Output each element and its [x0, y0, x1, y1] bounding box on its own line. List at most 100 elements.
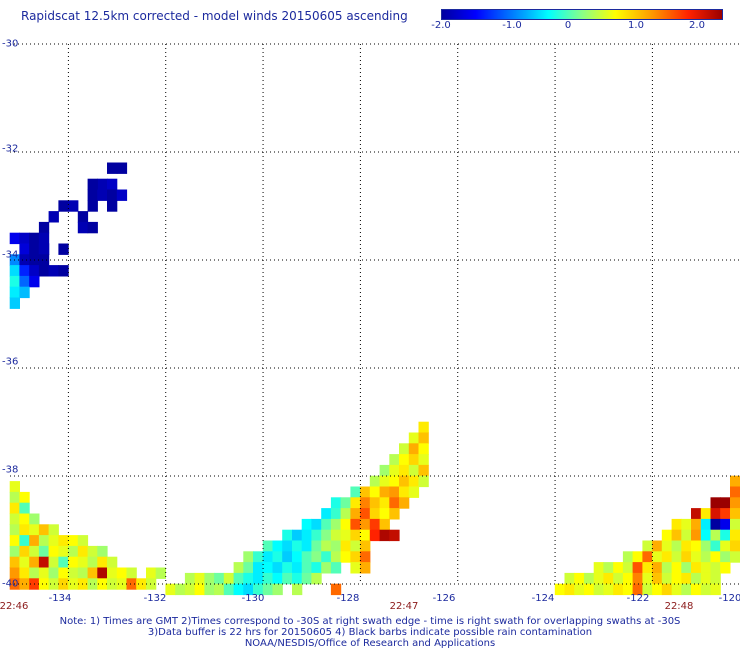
wind-cell — [418, 421, 429, 434]
lat-label: -32 — [2, 143, 19, 155]
wind-cell — [48, 524, 59, 536]
wind-cell — [9, 524, 20, 536]
wind-cell — [330, 551, 342, 563]
wind-cell — [282, 562, 293, 574]
wind-cell — [19, 545, 30, 558]
wind-cell — [613, 572, 624, 585]
wind-cell — [340, 518, 351, 531]
wind-cell — [691, 529, 702, 542]
wind-cell — [19, 524, 30, 536]
wind-cell — [350, 508, 361, 520]
wind-cell — [87, 178, 98, 191]
wind-cell — [97, 189, 108, 201]
wind-cell — [146, 578, 157, 590]
wind-cell — [330, 583, 342, 596]
wind-cell — [661, 572, 673, 585]
wind-cell — [399, 443, 410, 455]
wind-cell — [136, 578, 147, 590]
wind-cell — [301, 540, 312, 552]
wind-cell — [584, 583, 595, 596]
wind-cell — [194, 583, 205, 596]
wind-cell — [19, 243, 30, 255]
wind-cell — [321, 518, 332, 531]
wind-cell — [311, 572, 322, 585]
wind-cell — [58, 545, 69, 558]
wind-cell — [642, 572, 653, 585]
wind-cell — [107, 178, 118, 191]
wind-cell — [116, 189, 128, 201]
wind-cell — [107, 189, 118, 201]
wind-cell — [155, 567, 166, 579]
wind-cell — [389, 497, 400, 509]
wind-cell — [613, 583, 624, 596]
wind-cell — [671, 540, 682, 552]
wind-cell — [642, 562, 653, 574]
wind-cell — [691, 518, 702, 531]
wind-cell — [652, 562, 663, 574]
wind-cell — [184, 583, 196, 596]
wind-cell — [584, 572, 595, 585]
wind-cell — [730, 529, 740, 542]
wind-cell — [68, 578, 79, 590]
wind-cell — [418, 454, 429, 466]
wind-cell — [632, 562, 643, 574]
lon-label: -122 — [626, 593, 650, 604]
wind-cell — [97, 545, 108, 558]
wind-cell — [652, 540, 663, 552]
lat-label: -34 — [2, 249, 19, 261]
wind-cell — [223, 572, 235, 585]
wind-cell — [9, 502, 20, 515]
wind-cell — [408, 464, 420, 477]
wind-cell — [38, 567, 50, 579]
wind-cell — [730, 540, 740, 552]
wind-cell — [379, 475, 390, 488]
wind-cell — [19, 275, 30, 288]
wind-cell — [418, 432, 429, 444]
wind-cell — [350, 529, 361, 542]
wind-cell — [29, 265, 40, 277]
wind-cell — [700, 551, 712, 563]
wind-cell — [691, 540, 702, 552]
wind-cell — [272, 572, 283, 585]
wind-cell — [9, 286, 20, 299]
wind-cell — [710, 529, 721, 542]
lon-label: -128 — [336, 593, 360, 604]
wind-cell — [720, 562, 731, 574]
wind-cell — [399, 497, 410, 509]
wind-cell — [399, 486, 410, 498]
wind-cell — [58, 567, 69, 579]
wind-cell — [360, 508, 371, 520]
wind-cell — [262, 540, 274, 552]
wind-cell — [38, 535, 50, 547]
wind-cell — [360, 486, 371, 498]
wind-cell — [107, 200, 118, 212]
wind-cell — [554, 583, 566, 596]
swath-time-label: 22:47 — [389, 601, 419, 612]
wind-cell — [9, 481, 20, 493]
wind-cell — [369, 529, 381, 542]
wind-cell — [77, 567, 89, 579]
lat-label: -38 — [2, 464, 19, 476]
wind-cell — [48, 578, 59, 590]
wind-cell — [730, 475, 740, 488]
wind-cell — [87, 556, 98, 569]
wind-cell — [710, 540, 721, 552]
wind-cell — [330, 518, 342, 531]
wind-cell — [292, 540, 303, 552]
wind-cell — [38, 243, 50, 255]
wind-cell — [710, 583, 721, 596]
wind-cell — [204, 583, 215, 596]
wind-cell — [282, 529, 293, 542]
wind-cell — [282, 572, 293, 585]
wind-cell — [564, 583, 575, 596]
wind-cell — [340, 540, 351, 552]
wind-cell — [389, 464, 400, 477]
wind-cell — [681, 518, 692, 531]
wind-cell — [661, 529, 673, 542]
wind-cell — [19, 556, 30, 569]
wind-cell — [48, 535, 59, 547]
wind-cell — [29, 275, 40, 288]
wind-cell — [399, 454, 410, 466]
wind-cell — [282, 551, 293, 563]
wind-cell — [272, 562, 283, 574]
